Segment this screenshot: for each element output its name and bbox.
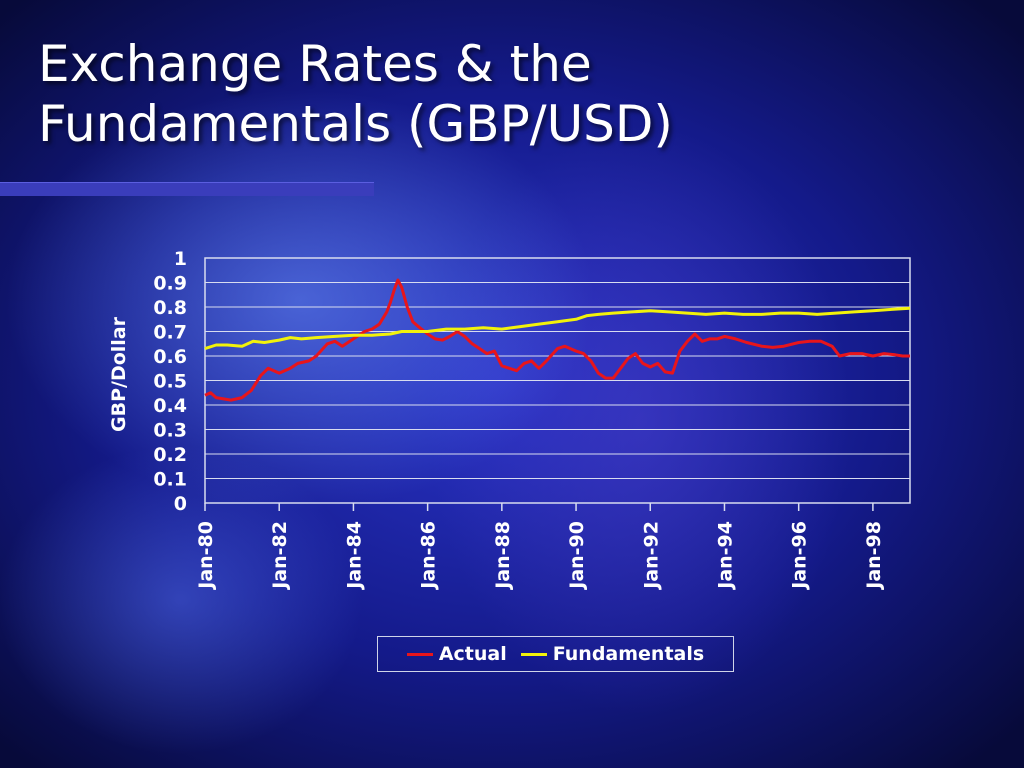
chart-legend: Actual Fundamentals bbox=[377, 636, 734, 672]
x-tick-label: Jan-98 bbox=[863, 521, 885, 591]
x-tick-label: Jan-86 bbox=[418, 521, 440, 591]
y-axis-label: GBP/Dollar bbox=[108, 316, 130, 432]
y-tick-label: 0.2 bbox=[153, 444, 187, 466]
y-tick-label: 0.5 bbox=[153, 371, 187, 393]
y-tick-label: 0.9 bbox=[153, 273, 187, 295]
legend-label-actual: Actual bbox=[438, 643, 507, 665]
gridlines bbox=[205, 257, 910, 504]
y-tick-label: 0.6 bbox=[153, 346, 187, 368]
slide-title: Exchange Rates & the Fundamentals (GBP/U… bbox=[38, 35, 673, 153]
x-tick-label: Jan-82 bbox=[269, 521, 291, 591]
legend-swatch-actual bbox=[406, 652, 433, 656]
legend-item-actual: Actual bbox=[406, 643, 507, 665]
x-tick-label: Jan-80 bbox=[195, 521, 217, 591]
title-underline-bar bbox=[0, 182, 374, 196]
x-tick-label: Jan-88 bbox=[492, 521, 514, 591]
series-lines bbox=[204, 278, 911, 402]
legend-label-fundamentals: Fundamentals bbox=[552, 643, 705, 665]
series-line-actual bbox=[204, 278, 910, 402]
x-tick-label: Jan-90 bbox=[566, 521, 588, 591]
series-line-fundamentals bbox=[204, 306, 911, 351]
legend-swatch-fundamentals bbox=[520, 652, 547, 656]
y-tick-label: 0.8 bbox=[153, 297, 187, 319]
x-tick-label: Jan-92 bbox=[640, 521, 662, 591]
y-tick-label: 0.4 bbox=[153, 395, 187, 417]
y-axis-ticks: 00.1 0.20.3 0.40.5 0.60.7 0.80.9 1 bbox=[153, 248, 187, 515]
x-tick-label: Jan-94 bbox=[714, 521, 736, 591]
y-tick-label: 0.7 bbox=[153, 322, 187, 344]
y-tick-label: 0 bbox=[174, 493, 187, 515]
x-tick-label: Jan-84 bbox=[343, 521, 365, 591]
y-tick-label: 0.3 bbox=[153, 420, 187, 442]
legend-item-fundamentals: Fundamentals bbox=[520, 643, 705, 665]
y-tick-label: 1 bbox=[174, 248, 187, 270]
x-axis-ticks: Jan-80 Jan-82 Jan-84 Jan-86 Jan-88 Jan-90 Jan-… bbox=[195, 503, 885, 591]
plot-area-frame bbox=[204, 257, 911, 504]
y-tick-label: 0.1 bbox=[153, 469, 187, 491]
x-tick-label: Jan-96 bbox=[789, 521, 811, 591]
